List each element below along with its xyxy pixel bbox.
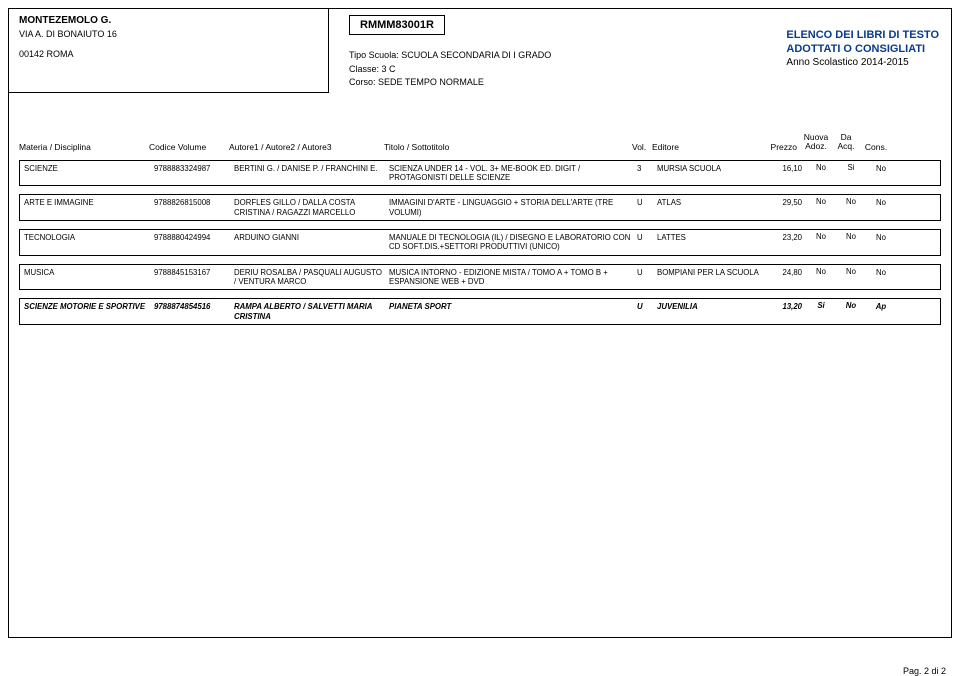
cell-da: No <box>840 233 868 242</box>
content-area: Materia / Disciplina Codice Volume Autor… <box>9 93 951 343</box>
cell-autore: DERIU ROSALBA / PASQUALI AUGUSTO / VENTU… <box>234 268 389 287</box>
cell-nuova: No <box>808 198 840 207</box>
cell-nuova: No <box>808 233 840 242</box>
cell-materia: MUSICA <box>24 268 154 277</box>
cell-cons: No <box>868 198 900 207</box>
cell-autore: RAMPA ALBERTO / SALVETTI MARIA CRISTINA <box>234 302 389 321</box>
cell-prezzo: 24,80 <box>770 268 808 277</box>
cell-prezzo: 16,10 <box>770 164 808 173</box>
cell-editore: ATLAS <box>657 198 770 207</box>
course-class-label: Classe: <box>349 64 379 74</box>
right-heading-l1: ELENCO DEI LIBRI DI TESTO <box>786 29 939 43</box>
cell-autore: BERTINI G. / DANISE P. / FRANCHINI E. <box>234 164 389 173</box>
course-type-value: SCUOLA SECONDARIA DI I GRADO <box>401 50 551 60</box>
cell-titolo: MANUALE DI TECNOLOGIA (IL) / DISEGNO E L… <box>389 233 637 252</box>
cell-codice: 9788845153167 <box>154 268 234 277</box>
cell-da: No <box>840 302 868 311</box>
cell-vol: U <box>637 302 657 311</box>
school-code: RMMM83001R <box>360 19 434 31</box>
col-nuova: Nuova Adoz. <box>803 133 835 152</box>
col-codice: Codice Volume <box>149 142 229 152</box>
course-corso-label: Corso: <box>349 77 376 87</box>
col-materia: Materia / Disciplina <box>19 142 149 152</box>
cell-editore: MURSIA SCUOLA <box>657 164 770 173</box>
cell-titolo: PIANETA SPORT <box>389 302 637 311</box>
page-footer: Pag. 2 di 2 <box>903 666 946 676</box>
cell-titolo: SCIENZA UNDER 14 - VOL. 3+ ME-BOOK ED. D… <box>389 164 637 183</box>
cell-da: Si <box>840 164 868 173</box>
cell-nuova: No <box>808 164 840 173</box>
course-class-value: 3 C <box>382 64 396 74</box>
course-class-line: Classe: 3 C <box>349 63 551 77</box>
cell-codice: 9788880424994 <box>154 233 234 242</box>
school-block: MONTEZEMOLO G. VIA A. DI BONAIUTO 16 001… <box>9 9 329 93</box>
school-city: 00142 ROMA <box>19 49 318 59</box>
course-type-label: Tipo Scuola: <box>349 50 399 60</box>
col-nuova-2: Adoz. <box>805 141 827 151</box>
school-name: MONTEZEMOLO G. <box>19 15 318 26</box>
rows-container: SCIENZE9788883324987BERTINI G. / DANISE … <box>19 160 941 325</box>
cell-cons: Ap <box>868 302 900 311</box>
cell-cons: No <box>868 164 900 173</box>
col-vol: Vol. <box>632 142 652 152</box>
cell-codice: 9788826815008 <box>154 198 234 207</box>
right-heading-l3: Anno Scolastico 2014-2015 <box>786 57 939 70</box>
cell-editore: LATTES <box>657 233 770 242</box>
cell-da: No <box>840 198 868 207</box>
column-headers: Materia / Disciplina Codice Volume Autor… <box>19 133 941 152</box>
cell-nuova: Si <box>808 302 840 311</box>
cell-editore: JUVENILIA <box>657 302 770 311</box>
cell-vol: U <box>637 198 657 207</box>
col-titolo: Titolo / Sottotitolo <box>384 142 632 152</box>
table-row: SCIENZE MOTORIE E SPORTIVE9788874854516R… <box>19 298 941 325</box>
cell-vol: 3 <box>637 164 657 173</box>
course-corso-line: Corso: SEDE TEMPO NORMALE <box>349 76 551 90</box>
cell-prezzo: 29,50 <box>770 198 808 207</box>
cell-titolo: IMMAGINI D'ARTE - LINGUAGGIO + STORIA DE… <box>389 198 637 217</box>
cell-editore: BOMPIANI PER LA SCUOLA <box>657 268 770 277</box>
cell-cons: No <box>868 233 900 242</box>
table-row: ARTE E IMMAGINE9788826815008DORFLES GILL… <box>19 194 941 221</box>
col-prezzo: Prezzo <box>765 142 803 152</box>
col-editore: Editore <box>652 142 765 152</box>
table-row: TECNOLOGIA9788880424994ARDUINO GIANNIMAN… <box>19 229 941 256</box>
course-type-line: Tipo Scuola: SCUOLA SECONDARIA DI I GRAD… <box>349 49 551 63</box>
right-heading-l2: ADOTTATI O CONSIGLIATI <box>786 43 939 57</box>
cell-autore: ARDUINO GIANNI <box>234 233 389 242</box>
cell-titolo: MUSICA INTORNO - EDIZIONE MISTA / TOMO A… <box>389 268 637 287</box>
col-da: Da Acq. <box>835 133 863 152</box>
cell-codice: 9788883324987 <box>154 164 234 173</box>
cell-nuova: No <box>808 268 840 277</box>
cell-codice: 9788874854516 <box>154 302 234 311</box>
cell-vol: U <box>637 268 657 277</box>
page-frame: MONTEZEMOLO G. VIA A. DI BONAIUTO 16 001… <box>8 8 952 638</box>
col-cons: Cons. <box>863 142 895 152</box>
cell-materia: ARTE E IMMAGINE <box>24 198 154 207</box>
right-heading: ELENCO DEI LIBRI DI TESTO ADOTTATI O CON… <box>786 29 939 69</box>
table-row: SCIENZE9788883324987BERTINI G. / DANISE … <box>19 160 941 187</box>
col-autore: Autore1 / Autore2 / Autore3 <box>229 142 384 152</box>
cell-materia: SCIENZE <box>24 164 154 173</box>
cell-prezzo: 23,20 <box>770 233 808 242</box>
cell-autore: DORFLES GILLO / DALLA COSTA CRISTINA / R… <box>234 198 389 217</box>
col-da-2: Acq. <box>837 141 854 151</box>
cell-vol: U <box>637 233 657 242</box>
school-code-box: RMMM83001R <box>349 15 445 35</box>
table-row: MUSICA9788845153167DERIU ROSALBA / PASQU… <box>19 264 941 291</box>
cell-prezzo: 13,20 <box>770 302 808 311</box>
course-block: Tipo Scuola: SCUOLA SECONDARIA DI I GRAD… <box>349 49 551 90</box>
cell-materia: TECNOLOGIA <box>24 233 154 242</box>
cell-cons: No <box>868 268 900 277</box>
cell-da: No <box>840 268 868 277</box>
cell-materia: SCIENZE MOTORIE E SPORTIVE <box>24 302 154 311</box>
course-corso-value: SEDE TEMPO NORMALE <box>378 77 484 87</box>
school-address: VIA A. DI BONAIUTO 16 <box>19 29 318 39</box>
